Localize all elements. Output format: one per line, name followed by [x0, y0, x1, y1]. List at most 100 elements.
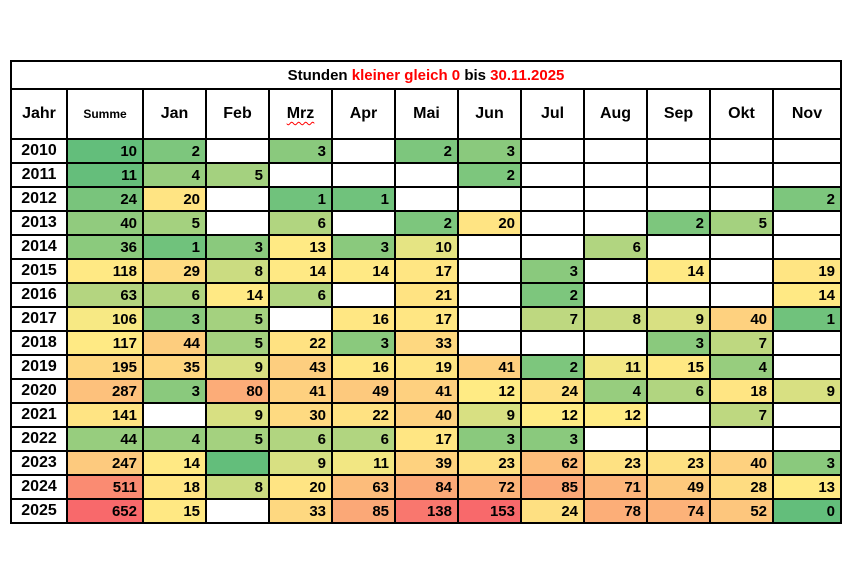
- month-cell[interactable]: 3: [520, 258, 585, 284]
- month-cell[interactable]: [268, 162, 333, 188]
- month-cell[interactable]: 10: [394, 234, 459, 260]
- month-cell[interactable]: [772, 138, 842, 164]
- month-cell[interactable]: 41: [394, 378, 459, 404]
- month-cell[interactable]: 1: [772, 306, 842, 332]
- column-header-mrz[interactable]: Mrz: [268, 88, 333, 140]
- month-cell[interactable]: 14: [205, 282, 270, 308]
- month-cell[interactable]: 35: [142, 354, 207, 380]
- summe-cell[interactable]: 36: [66, 234, 144, 260]
- month-cell[interactable]: [709, 426, 774, 452]
- month-cell[interactable]: 20: [268, 474, 333, 500]
- month-cell[interactable]: 2: [520, 282, 585, 308]
- month-cell[interactable]: [583, 282, 648, 308]
- month-cell[interactable]: 49: [646, 474, 711, 500]
- month-cell[interactable]: [205, 450, 270, 476]
- month-cell[interactable]: [772, 162, 842, 188]
- month-cell[interactable]: 71: [583, 474, 648, 500]
- month-cell[interactable]: 16: [331, 354, 396, 380]
- year-cell[interactable]: 2010: [10, 138, 68, 164]
- month-cell[interactable]: [583, 138, 648, 164]
- month-cell[interactable]: 3: [331, 330, 396, 356]
- month-cell[interactable]: 2: [394, 210, 459, 236]
- month-cell[interactable]: 9: [772, 378, 842, 404]
- month-cell[interactable]: 6: [583, 234, 648, 260]
- month-cell[interactable]: 5: [205, 306, 270, 332]
- month-cell[interactable]: [331, 282, 396, 308]
- table-title[interactable]: Stunden kleiner gleich 0 bis 30.11.2025: [10, 60, 842, 90]
- column-header-mai[interactable]: Mai: [394, 88, 459, 140]
- month-cell[interactable]: 9: [205, 402, 270, 428]
- month-cell[interactable]: 29: [142, 258, 207, 284]
- month-cell[interactable]: 33: [268, 498, 333, 524]
- column-header-okt[interactable]: Okt: [709, 88, 774, 140]
- month-cell[interactable]: 80: [205, 378, 270, 404]
- month-cell[interactable]: 12: [457, 378, 522, 404]
- month-cell[interactable]: 14: [646, 258, 711, 284]
- month-cell[interactable]: 3: [142, 378, 207, 404]
- month-cell[interactable]: 5: [709, 210, 774, 236]
- year-cell[interactable]: 2018: [10, 330, 68, 356]
- month-cell[interactable]: [772, 234, 842, 260]
- month-cell[interactable]: 12: [520, 402, 585, 428]
- month-cell[interactable]: 85: [331, 498, 396, 524]
- summe-cell[interactable]: 11: [66, 162, 144, 188]
- month-cell[interactable]: 7: [520, 306, 585, 332]
- month-cell[interactable]: [520, 234, 585, 260]
- month-cell[interactable]: 40: [394, 402, 459, 428]
- month-cell[interactable]: [646, 186, 711, 212]
- month-cell[interactable]: [772, 426, 842, 452]
- year-cell[interactable]: 2011: [10, 162, 68, 188]
- month-cell[interactable]: [205, 210, 270, 236]
- month-cell[interactable]: 18: [142, 474, 207, 500]
- month-cell[interactable]: [331, 138, 396, 164]
- column-header-nov[interactable]: Nov: [772, 88, 842, 140]
- year-cell[interactable]: 2012: [10, 186, 68, 212]
- month-cell[interactable]: 3: [331, 234, 396, 260]
- month-cell[interactable]: 74: [646, 498, 711, 524]
- month-cell[interactable]: 33: [394, 330, 459, 356]
- month-cell[interactable]: 3: [142, 306, 207, 332]
- month-cell[interactable]: 12: [583, 402, 648, 428]
- summe-cell[interactable]: 24: [66, 186, 144, 212]
- month-cell[interactable]: 17: [394, 426, 459, 452]
- month-cell[interactable]: 2: [646, 210, 711, 236]
- month-cell[interactable]: 0: [772, 498, 842, 524]
- month-cell[interactable]: [583, 186, 648, 212]
- month-cell[interactable]: 9: [646, 306, 711, 332]
- column-header-sep[interactable]: Sep: [646, 88, 711, 140]
- month-cell[interactable]: 3: [646, 330, 711, 356]
- summe-cell[interactable]: 117: [66, 330, 144, 356]
- month-cell[interactable]: [772, 210, 842, 236]
- month-cell[interactable]: 3: [457, 426, 522, 452]
- month-cell[interactable]: 15: [646, 354, 711, 380]
- month-cell[interactable]: 43: [268, 354, 333, 380]
- month-cell[interactable]: [709, 258, 774, 284]
- month-cell[interactable]: 6: [331, 426, 396, 452]
- month-cell[interactable]: 20: [457, 210, 522, 236]
- month-cell[interactable]: 17: [394, 258, 459, 284]
- month-cell[interactable]: 13: [268, 234, 333, 260]
- year-cell[interactable]: 2016: [10, 282, 68, 308]
- summe-cell[interactable]: 44: [66, 426, 144, 452]
- month-cell[interactable]: 18: [709, 378, 774, 404]
- month-cell[interactable]: 52: [709, 498, 774, 524]
- month-cell[interactable]: 84: [394, 474, 459, 500]
- month-cell[interactable]: [205, 186, 270, 212]
- month-cell[interactable]: [331, 162, 396, 188]
- month-cell[interactable]: [457, 306, 522, 332]
- summe-cell[interactable]: 118: [66, 258, 144, 284]
- month-cell[interactable]: 6: [268, 426, 333, 452]
- month-cell[interactable]: 14: [142, 450, 207, 476]
- column-header-jun[interactable]: Jun: [457, 88, 522, 140]
- column-header-summe[interactable]: Summe: [66, 88, 144, 140]
- month-cell[interactable]: 9: [268, 450, 333, 476]
- year-cell[interactable]: 2020: [10, 378, 68, 404]
- month-cell[interactable]: [772, 354, 842, 380]
- month-cell[interactable]: 5: [205, 162, 270, 188]
- month-cell[interactable]: [709, 234, 774, 260]
- month-cell[interactable]: 24: [520, 378, 585, 404]
- month-cell[interactable]: 63: [331, 474, 396, 500]
- year-cell[interactable]: 2019: [10, 354, 68, 380]
- month-cell[interactable]: [583, 258, 648, 284]
- month-cell[interactable]: 6: [142, 282, 207, 308]
